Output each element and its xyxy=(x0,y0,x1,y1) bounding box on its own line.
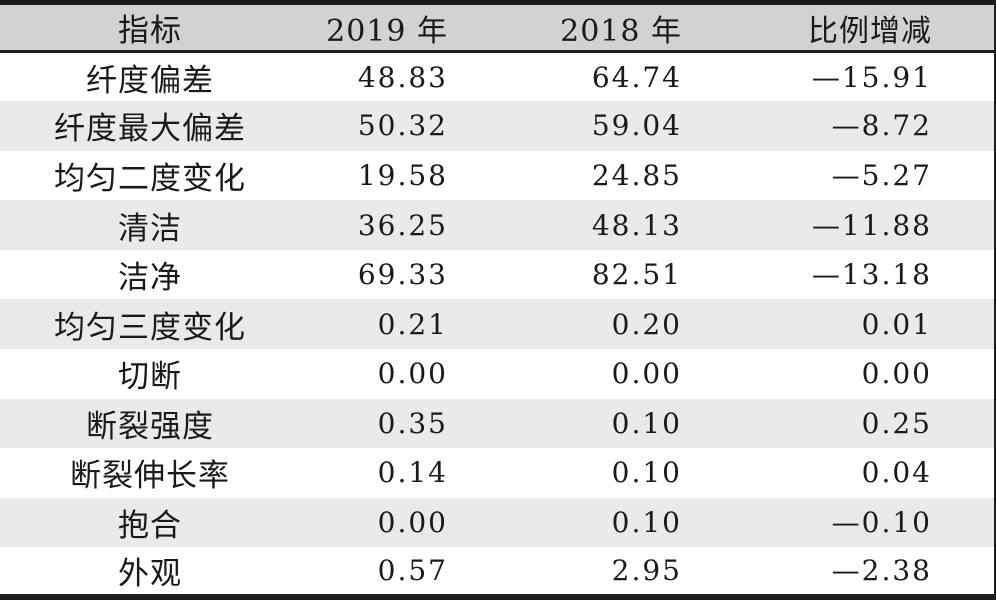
value-2019-cell: 0.57 xyxy=(377,554,448,588)
value-change-cell: —0.10 xyxy=(831,505,932,539)
indicator-cell: 清洁 xyxy=(118,210,182,247)
indicator-cell: 切断 xyxy=(118,359,182,396)
value-2019-cell: 19.58 xyxy=(357,158,448,192)
value-2019-cell: 0.35 xyxy=(377,406,448,440)
value-2018-cell: 0.10 xyxy=(611,406,682,440)
value-2018-cell: 0.00 xyxy=(611,357,682,391)
indicator-cell: 纤度偏差 xyxy=(86,62,214,99)
table-row: 抱合 0.00 0.10 —0.10 xyxy=(0,497,996,548)
value-2018-cell: 64.74 xyxy=(591,60,682,94)
value-2018-cell: 24.85 xyxy=(591,158,682,192)
indicator-cell: 外观 xyxy=(118,556,182,593)
value-change-cell: —5.27 xyxy=(831,158,932,192)
indicator-cell: 均匀三度变化 xyxy=(54,309,246,346)
value-2018-cell: 0.10 xyxy=(611,505,682,539)
value-2019-cell: 69.33 xyxy=(357,258,448,292)
header-row: 指标 2019 年 2018 年 比例增减 xyxy=(0,2,996,53)
indicator-cell: 断裂强度 xyxy=(86,408,214,445)
value-change-cell: —2.38 xyxy=(831,554,932,588)
value-2018-cell: 48.13 xyxy=(591,208,682,242)
value-change-cell: —13.18 xyxy=(811,258,932,292)
value-change-cell: 0.01 xyxy=(861,307,932,341)
value-2019-cell: 0.14 xyxy=(377,456,448,490)
indicator-cell: 纤度最大偏差 xyxy=(54,111,246,148)
value-2019-cell: 0.21 xyxy=(377,307,448,341)
table-row: 外观 0.57 2.95 —2.38 xyxy=(0,547,996,597)
indicator-cell: 均匀二度变化 xyxy=(54,160,246,197)
value-change-cell: —8.72 xyxy=(831,109,932,143)
value-2018-cell: 0.10 xyxy=(611,456,682,490)
column-header-2019: 2019 年 xyxy=(300,2,460,53)
table-row: 洁净 69.33 82.51 —13.18 xyxy=(0,249,996,300)
table-row: 纤度最大偏差 50.32 59.04 —8.72 xyxy=(0,101,996,151)
value-2019-cell: 0.00 xyxy=(377,505,448,539)
value-2018-cell: 2.95 xyxy=(611,554,682,588)
column-header-change: 比例增减 xyxy=(694,2,996,53)
value-change-cell: 0.04 xyxy=(861,456,932,490)
value-2018-cell: 59.04 xyxy=(591,109,682,143)
indicator-cell: 抱合 xyxy=(118,507,182,544)
indicator-cell: 断裂伸长率 xyxy=(70,458,230,495)
value-2019-cell: 36.25 xyxy=(357,208,448,242)
column-header-2018: 2018 年 xyxy=(460,2,694,53)
value-2018-cell: 82.51 xyxy=(591,258,682,292)
indicator-cell: 洁净 xyxy=(118,260,182,297)
value-2019-cell: 0.00 xyxy=(377,357,448,391)
table-row: 断裂伸长率 0.14 0.10 0.04 xyxy=(0,448,996,498)
table-row: 均匀二度变化 19.58 24.85 —5.27 xyxy=(0,150,996,201)
table-row: 均匀三度变化 0.21 0.20 0.01 xyxy=(0,299,996,349)
value-change-cell: 0.00 xyxy=(861,357,932,391)
table-row: 清洁 36.25 48.13 —11.88 xyxy=(0,200,996,250)
table-row: 纤度偏差 48.83 64.74 —15.91 xyxy=(0,51,996,102)
column-header-indicator: 指标 xyxy=(0,2,300,53)
value-change-cell: —15.91 xyxy=(811,60,932,94)
table-row: 切断 0.00 0.00 0.00 xyxy=(0,348,996,399)
value-2018-cell: 0.20 xyxy=(611,307,682,341)
table-row: 断裂强度 0.35 0.10 0.25 xyxy=(0,398,996,449)
value-change-cell: 0.25 xyxy=(861,406,932,440)
value-2019-cell: 48.83 xyxy=(357,60,448,94)
value-change-cell: —11.88 xyxy=(811,208,932,242)
value-2019-cell: 50.32 xyxy=(357,109,448,143)
